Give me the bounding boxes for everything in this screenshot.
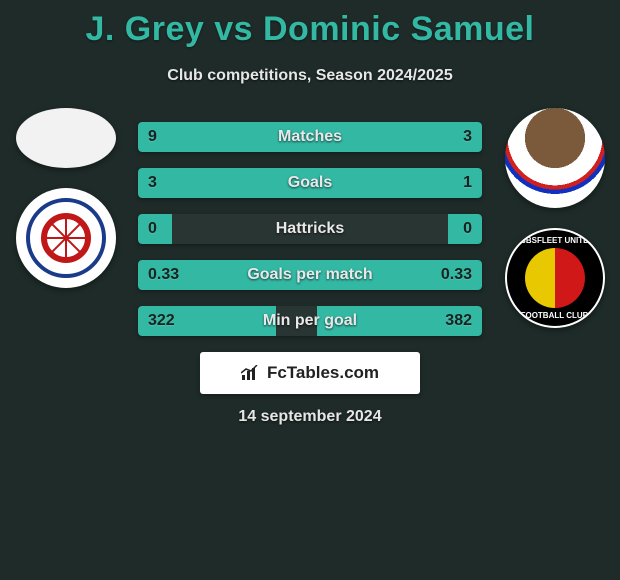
subtitle: Club competitions, Season 2024/2025 xyxy=(0,67,620,85)
chart-icon xyxy=(241,365,261,381)
stat-label: Min per goal xyxy=(138,306,482,336)
stat-label: Hattricks xyxy=(138,214,482,244)
date-label: 14 september 2024 xyxy=(0,408,620,426)
club-left-badge xyxy=(16,188,116,288)
stat-row: 322382Min per goal xyxy=(138,306,482,336)
stat-row: 31Goals xyxy=(138,168,482,198)
stat-row: 0.330.33Goals per match xyxy=(138,260,482,290)
brand-text: FcTables.com xyxy=(267,363,379,383)
stat-label: Goals xyxy=(138,168,482,198)
right-column: EBBSFLEET UNITED FOOTBALL CLUB xyxy=(497,108,612,348)
brand-logo: FcTables.com xyxy=(200,352,420,394)
page-title: J. Grey vs Dominic Samuel xyxy=(0,0,620,49)
club-right-badge: EBBSFLEET UNITED FOOTBALL CLUB xyxy=(505,228,605,328)
left-column xyxy=(8,108,123,308)
stat-label: Matches xyxy=(138,122,482,152)
stat-row: 93Matches xyxy=(138,122,482,152)
player-right-avatar xyxy=(505,108,605,208)
player-left-avatar xyxy=(16,108,116,168)
stat-row: 00Hattricks xyxy=(138,214,482,244)
stat-label: Goals per match xyxy=(138,260,482,290)
stats-container: 93Matches 31Goals 00Hattricks 0.330.33Goals… xyxy=(138,122,482,352)
